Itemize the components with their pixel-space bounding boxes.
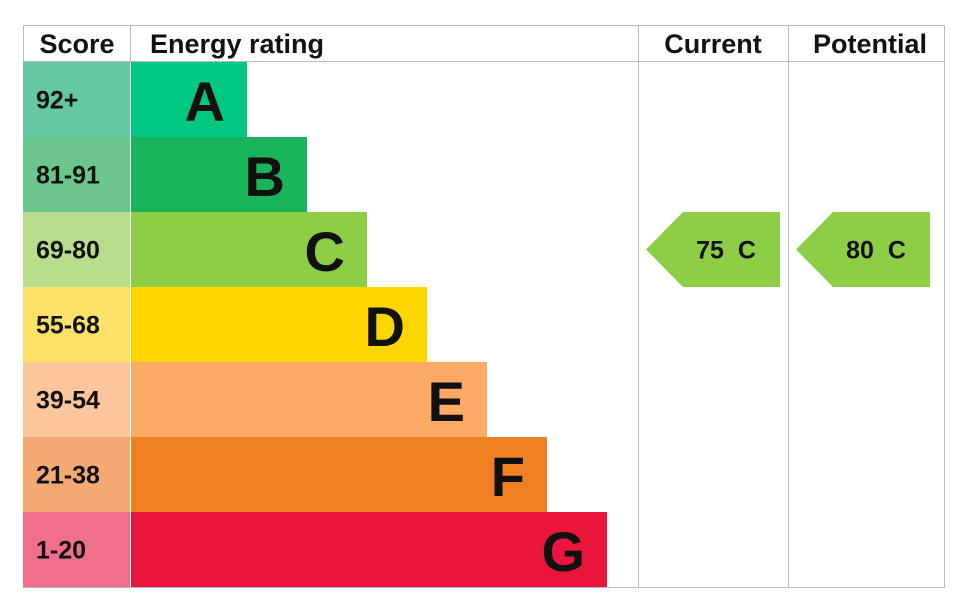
score-cell — [23, 362, 130, 437]
score-label: 81-91 — [36, 162, 100, 190]
score-label: 55-68 — [36, 312, 100, 340]
score-cell — [23, 512, 130, 587]
score-cell — [23, 137, 130, 212]
rating-letter: E — [428, 370, 465, 433]
score-cell — [23, 287, 130, 362]
score-label: 92+ — [36, 87, 78, 115]
rating-letter: G — [541, 520, 585, 583]
rating-bar — [131, 137, 307, 212]
rating-bar — [131, 362, 487, 437]
score-cell — [23, 437, 130, 512]
score-label: 1-20 — [36, 537, 86, 565]
header-current: Current — [664, 29, 762, 59]
rating-letter: F — [491, 445, 525, 508]
header-potential: Potential — [813, 29, 927, 59]
potential-rating: C — [888, 237, 906, 265]
score-cell — [23, 62, 130, 137]
current-value: 75 — [696, 237, 724, 265]
rating-bar — [131, 62, 247, 137]
rating-letter: C — [305, 220, 345, 283]
header-score: Score — [39, 29, 114, 59]
rating-bar — [131, 212, 367, 287]
rating-bar — [131, 287, 427, 362]
potential-arrow — [796, 212, 930, 287]
score-label: 69-80 — [36, 237, 100, 265]
score-label: 21-38 — [36, 462, 100, 490]
rating-letter: B — [245, 145, 285, 208]
rating-bar — [131, 512, 607, 587]
score-cell — [23, 212, 130, 287]
current-arrow — [646, 212, 780, 287]
current-label: 75 C — [696, 237, 756, 265]
current-rating: C — [738, 237, 756, 265]
potential-label: 80 C — [846, 237, 906, 265]
score-label: 39-54 — [36, 387, 100, 415]
potential-value: 80 — [846, 237, 874, 265]
rating-letter: D — [365, 295, 405, 358]
rating-letter: A — [185, 70, 225, 133]
header-rating: Energy rating — [150, 29, 324, 59]
rating-bar — [131, 437, 547, 512]
